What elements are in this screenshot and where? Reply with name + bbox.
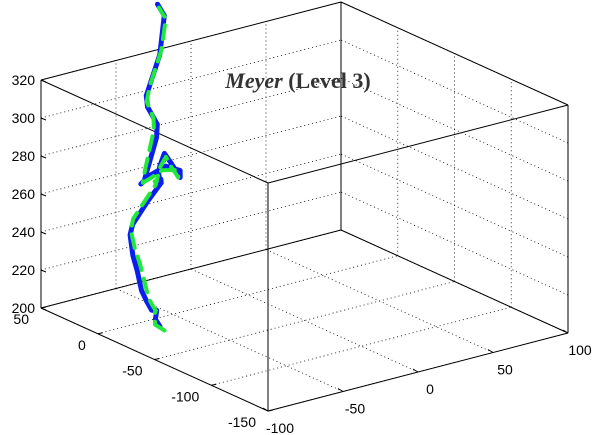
series-line-2	[128, 5, 181, 333]
y-tick-label: -150	[228, 414, 256, 430]
y-tick-mark	[97, 332, 103, 335]
z-tick-label: 200	[12, 300, 36, 316]
box-edge	[40, 1, 342, 81]
x-tick-label: 0	[426, 381, 434, 397]
y-tick-label: -50	[122, 363, 142, 379]
grid-line-side-z	[340, 115, 569, 220]
y-tick-mark	[40, 306, 47, 309]
box-edge	[267, 104, 569, 184]
x-tick-mark	[337, 388, 344, 392]
grid-line-floor-y	[211, 306, 512, 386]
z-tick-label: 240	[12, 224, 36, 240]
x-tick-mark	[412, 368, 419, 373]
z-tick-mark	[40, 155, 47, 159]
y-tick-label: -100	[171, 388, 199, 404]
x-tick-mark	[562, 329, 569, 334]
box-edge	[340, 1, 569, 106]
z-tick-mark	[40, 193, 47, 197]
grid-line-back-z	[40, 115, 342, 195]
grid-line-side-z	[340, 39, 569, 144]
x-tick-label: 100	[568, 342, 592, 358]
z-tick-mark	[40, 269, 47, 273]
z-tick-label: 280	[12, 148, 36, 164]
z-tick-mark	[40, 231, 47, 235]
z-tick-label: 300	[12, 110, 36, 126]
z-tick-label: 260	[12, 186, 36, 202]
z-tick-mark	[40, 117, 47, 121]
series-line-1	[127, 1, 183, 329]
box-edge	[340, 229, 569, 334]
z-tick-mark	[40, 79, 47, 83]
z-tick-label: 320	[12, 72, 36, 88]
tick-marks	[40, 79, 569, 412]
tick-labels: 200 220 240 260 280 300 320 50 0 -50 -100 -150 -100 -…	[12, 72, 592, 435]
x-tick-mark	[262, 407, 269, 412]
y-tick-label: 0	[78, 337, 86, 353]
x-tick-mark	[487, 349, 494, 353]
chart-title: Meyer (Level 3)	[224, 68, 370, 93]
chart-title-rest: (Level 3)	[283, 68, 371, 93]
y-tick-label: 50	[13, 311, 29, 327]
grid-line-side-z	[340, 153, 569, 258]
grid-line-floor-x	[115, 288, 344, 392]
x-tick-label: -100	[266, 420, 294, 435]
y-tick-mark	[154, 358, 160, 360]
y-tick-mark	[211, 383, 217, 386]
x-tick-label: 50	[497, 362, 513, 378]
z-tick-label: 220	[12, 262, 36, 278]
grid-line-back-z	[40, 191, 342, 271]
grid-line-floor-x	[190, 268, 419, 373]
grid-line-side-z	[340, 191, 569, 296]
chart-title-italic: Meyer	[224, 68, 283, 93]
series-group	[127, 1, 183, 333]
x-tick-label: -50	[345, 401, 365, 417]
grid-line-side-z	[340, 77, 569, 182]
box-edge	[40, 229, 342, 309]
y-tick-mark	[267, 409, 274, 412]
